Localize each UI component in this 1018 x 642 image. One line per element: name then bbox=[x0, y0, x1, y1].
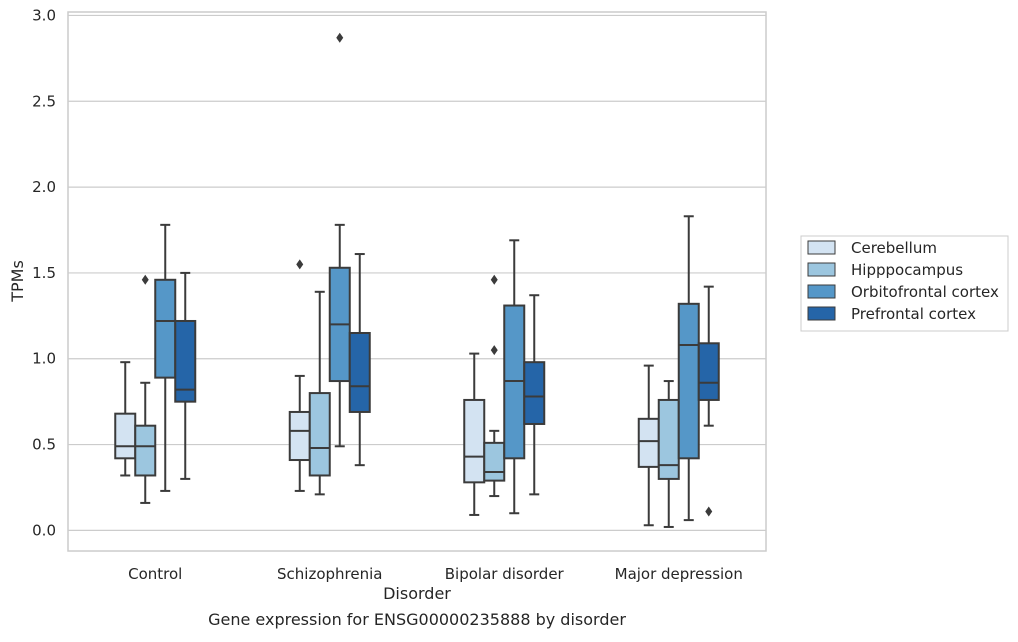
box-iqr bbox=[348, 331, 371, 413]
y-tick-label: 2.5 bbox=[32, 92, 56, 110]
box-iqr bbox=[134, 424, 157, 477]
box-iqr bbox=[483, 441, 506, 482]
y-tick-label: 2.0 bbox=[32, 178, 56, 196]
y-tick-label: 1.5 bbox=[32, 264, 56, 282]
outlier-point bbox=[490, 274, 498, 285]
box-group bbox=[463, 352, 486, 516]
legend-swatch bbox=[807, 284, 836, 299]
box-iqr bbox=[114, 412, 137, 460]
box-group bbox=[308, 290, 331, 496]
x-axis-label: Disorder bbox=[383, 584, 451, 603]
y-tick-label: 0.0 bbox=[32, 521, 56, 539]
box-group bbox=[328, 32, 351, 448]
box-group bbox=[637, 364, 660, 527]
x-tick-label: Major depression bbox=[615, 565, 743, 583]
box-group bbox=[657, 380, 680, 528]
box-iqr bbox=[657, 398, 680, 480]
outlier-point bbox=[296, 259, 304, 270]
box-group bbox=[483, 274, 506, 498]
legend-label: Prefrontal cortex bbox=[851, 305, 976, 323]
box-iqr bbox=[697, 342, 720, 401]
box-group bbox=[348, 253, 371, 467]
box-iqr bbox=[637, 417, 660, 468]
y-axis-label: TPMs bbox=[8, 260, 27, 303]
y-tick-label: 1.0 bbox=[32, 350, 56, 368]
box-group bbox=[697, 285, 720, 517]
box-group bbox=[523, 294, 546, 496]
outlier-point bbox=[490, 345, 498, 356]
legend-swatch bbox=[807, 240, 836, 255]
legend: Cerebellum Hipppocampus Orbitofrontal cort… bbox=[800, 235, 1009, 332]
y-tick-label: 0.5 bbox=[32, 436, 56, 454]
legend-swatch bbox=[807, 306, 836, 321]
legend-label: Hipppocampus bbox=[851, 261, 963, 279]
outlier-point bbox=[336, 32, 344, 43]
legend-label: Cerebellum bbox=[851, 239, 937, 257]
x-tick-label: Control bbox=[128, 565, 182, 583]
box-layer bbox=[114, 32, 720, 528]
box-iqr bbox=[154, 278, 177, 379]
box-iqr bbox=[677, 302, 700, 460]
box-iqr bbox=[174, 319, 197, 403]
box-iqr bbox=[288, 410, 311, 462]
x-tick-labels: Control Schizophrenia Bipolar disorder Majo… bbox=[128, 565, 743, 583]
x-tick-label: Schizophrenia bbox=[277, 565, 382, 583]
box-group bbox=[174, 271, 197, 480]
legend-label: Orbitofrontal cortex bbox=[851, 283, 999, 301]
box-group bbox=[154, 223, 177, 492]
box-iqr bbox=[463, 398, 486, 484]
outlier-point bbox=[141, 274, 149, 285]
box-iqr bbox=[308, 392, 331, 477]
box-group bbox=[134, 274, 157, 504]
x-tick-label: Bipolar disorder bbox=[445, 565, 565, 583]
plot-frame bbox=[67, 11, 767, 552]
legend-swatch bbox=[807, 262, 836, 277]
y-tick-labels: 0.0 0.5 1.0 1.5 2.0 2.5 3.0 bbox=[32, 6, 56, 539]
outlier-point bbox=[705, 506, 713, 517]
y-tick-label: 3.0 bbox=[32, 6, 56, 24]
chart-caption: Gene expression for ENSG00000235888 by d… bbox=[208, 610, 626, 629]
legend-entries: Cerebellum Hipppocampus Orbitofrontal cort… bbox=[807, 239, 999, 323]
box-iqr bbox=[523, 361, 546, 425]
box-group bbox=[114, 361, 137, 477]
